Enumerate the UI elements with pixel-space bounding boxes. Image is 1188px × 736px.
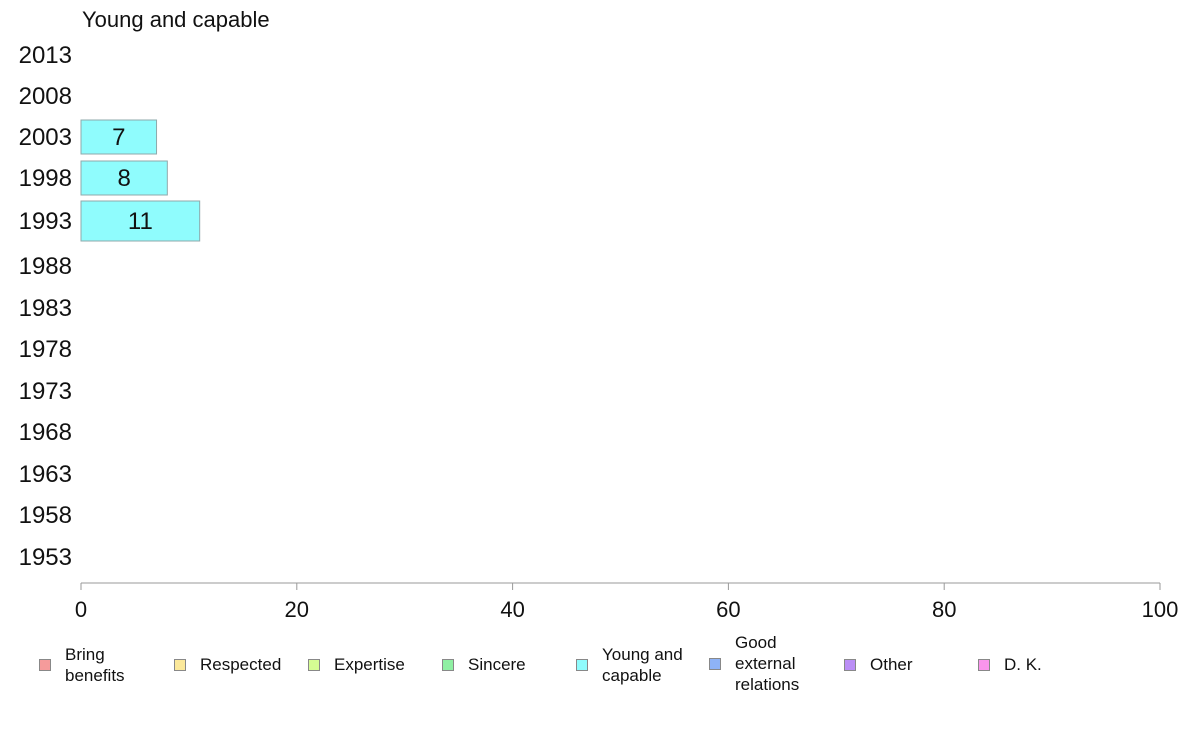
- y-tick-label-2008: 2008: [19, 83, 72, 110]
- x-tick-label-80: 80: [932, 597, 956, 622]
- legend-swatch-bring-benefits: [39, 659, 51, 671]
- legend-label-sincere: Sincere: [468, 655, 526, 674]
- legend-swatch-sincere: [442, 658, 454, 671]
- x-tick-label-20: 20: [285, 597, 309, 622]
- bar-label-1993: 11: [128, 208, 153, 235]
- bar-label-2003: 7: [112, 124, 125, 151]
- legend-label-young-and-capable: Young and capable: [602, 645, 683, 685]
- legend-label-other: Other: [870, 655, 913, 674]
- legend-item-respected: Respected: [174, 654, 281, 675]
- y-tick-label-1993: 1993: [19, 208, 72, 235]
- legend-item-sincere: Sincere: [442, 654, 526, 675]
- x-tick-label-100: 100: [1142, 597, 1179, 622]
- legend-item-expertise: Expertise: [308, 654, 405, 675]
- bar-2003: [80, 119, 158, 155]
- bars: 7 8 11: [80, 119, 201, 242]
- legend-label-bring-benefits: Bring benefits: [65, 645, 125, 685]
- legend-label-dk: D. K.: [1004, 655, 1042, 674]
- legend-swatch-good-external-relations: [709, 657, 721, 670]
- y-tick-label-1958: 1958: [19, 502, 72, 529]
- legend-item-bring-benefits: Bring benefits: [39, 644, 125, 686]
- y-tick-label-1978: 1978: [19, 336, 72, 363]
- y-axis-labels: 2013 2008 2003 1998 1993 1988 1983 1978 1973 1968…: [19, 42, 72, 571]
- bar-1998: [80, 160, 168, 196]
- y-tick-label-1988: 1988: [19, 253, 72, 280]
- x-tick-label-60: 60: [716, 597, 740, 622]
- legend-item-other: Other: [844, 654, 913, 675]
- legend-label-expertise: Expertise: [334, 655, 405, 674]
- legend-swatch-other: [844, 658, 856, 671]
- y-tick-label-1968: 1968: [19, 419, 72, 446]
- x-tick-label-40: 40: [500, 597, 524, 622]
- chart-title: Young and capable: [82, 7, 270, 32]
- bar-label-1998: 8: [117, 165, 130, 192]
- y-tick-label-1963: 1963: [19, 461, 72, 488]
- y-tick-label-2003: 2003: [19, 124, 72, 151]
- legend-item-good-external-relations: Good external relations: [709, 632, 799, 695]
- x-axis: 0 20 40 60 80 100: [75, 582, 1179, 622]
- legend-item-dk: D. K.: [978, 654, 1042, 675]
- legend-swatch-expertise: [308, 658, 320, 671]
- legend-item-young-and-capable: Young and capable: [576, 644, 683, 686]
- legend-label-respected: Respected: [200, 655, 282, 674]
- y-tick-label-1983: 1983: [19, 295, 72, 322]
- bar-1993: [80, 200, 201, 242]
- legend-swatch-dk: [978, 658, 990, 671]
- legend-label-good-external-relations: Good external relations: [735, 633, 800, 694]
- legend-swatch-respected: [174, 658, 186, 671]
- y-tick-label-1998: 1998: [19, 165, 72, 192]
- y-tick-label-1953: 1953: [19, 544, 72, 571]
- x-tick-label-0: 0: [75, 597, 87, 622]
- y-tick-label-2013: 2013: [19, 42, 72, 69]
- y-tick-label-1973: 1973: [19, 378, 72, 405]
- legend: Bring benefits Respected Expertise Since…: [0, 632, 1188, 702]
- legend-swatch-young-and-capable: [576, 659, 588, 671]
